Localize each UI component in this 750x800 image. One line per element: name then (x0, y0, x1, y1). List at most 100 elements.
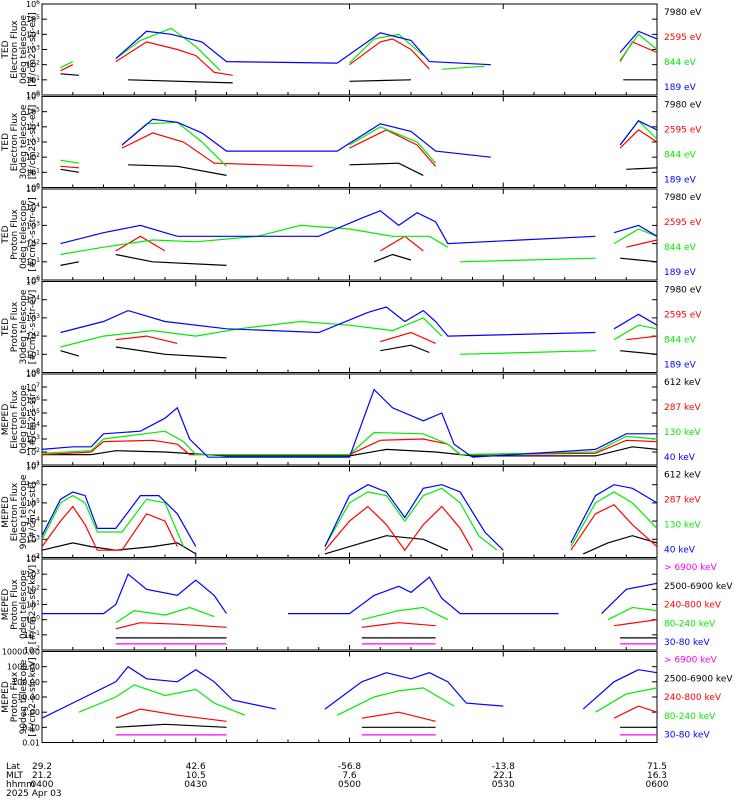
series-189-ev (115, 30, 658, 66)
legend-entry: 7980 eV (664, 286, 702, 296)
y-tick-label: 105 (26, 408, 40, 418)
series-line (613, 224, 658, 237)
y-axis-title-line: [#/cm2-s-str-eV] (28, 105, 38, 180)
series-line (613, 324, 658, 341)
y-tick-label: 105 (26, 14, 40, 24)
y-tick-label: 102 (26, 553, 40, 563)
legend-entry: 844 eV (664, 243, 697, 253)
panel-5: 101 102 103 104 105 106 107 108 MEPED Electron Fl… (1, 369, 701, 470)
panel-3: 100 101 102 103 104 105 TED Proton Flux 0deg tel… (1, 184, 702, 285)
y-axis-title-line: 90deg telescope (19, 474, 29, 549)
series-line (570, 503, 658, 551)
series-30-80-kev (41, 665, 658, 719)
x-tick-time: 0530 (492, 780, 515, 790)
series-line (115, 41, 233, 76)
y-axis-title-line: TED (1, 318, 11, 337)
y-axis-title-line: 0deg telescope (19, 385, 29, 455)
series-line (595, 687, 658, 713)
y-tick-label: 100 (26, 615, 40, 625)
y-axis-title-line: [#/cm2-s-str-eV] (28, 290, 38, 365)
y-tick-label: 10-1 (24, 630, 40, 640)
legend-entry: 2595 eV (664, 311, 702, 321)
y-tick-label: 103 (26, 45, 40, 55)
series-line (324, 484, 504, 551)
series-line (41, 494, 185, 547)
series-line (361, 711, 436, 722)
series-844-ev (60, 317, 658, 355)
y-tick-label: 104 (26, 421, 40, 431)
legend-entry: 189 eV (664, 361, 697, 371)
legend-entry: 2595 eV (664, 126, 702, 136)
panel-8: 0.01 0.10 1.00 10.00 100.00 1000.00 10000.00 ME… (1, 648, 733, 748)
series-line (115, 346, 227, 359)
legend-entry: 80-240 keV (664, 619, 716, 629)
series-189-ev (60, 210, 658, 245)
series-line (60, 224, 449, 256)
series-7980-ev (60, 344, 658, 359)
series-80-240-kev (115, 606, 658, 624)
y-tick-label: 107 (26, 462, 40, 472)
y-axis-title-line: Proton Flux (10, 579, 20, 630)
legend-entry: 2500-6900 keV (664, 674, 733, 684)
series-line (60, 261, 80, 266)
y-tick-label: 103 (26, 137, 40, 147)
series-line (128, 164, 227, 176)
series-612-kev (42, 446, 658, 457)
y-axis-title-line: Proton Flux (10, 301, 20, 352)
y-tick-label: 100 (26, 183, 40, 193)
series-line (619, 33, 658, 61)
y-tick-label: 103 (26, 569, 40, 579)
y-axis-title-line: 90deg telescope (19, 659, 29, 734)
series-line (115, 335, 178, 344)
y-axis-title-line: Proton Flux (10, 209, 20, 260)
series-line (570, 484, 658, 544)
series-40-kev (41, 388, 657, 458)
y-axis-title-line: 30deg telescope (19, 289, 29, 364)
series-line (619, 30, 658, 53)
series-line (601, 582, 658, 615)
series-line (41, 665, 276, 719)
series-line (121, 118, 491, 158)
series-844-ev (60, 27, 658, 72)
legend-entry: 7980 eV (664, 193, 702, 203)
series-line (115, 27, 221, 72)
plot-frame (41, 188, 658, 281)
y-tick-label: 101 (26, 349, 40, 359)
y-tick-label: 0.10 (22, 723, 40, 732)
y-axis-title-line: 0deg telescope (19, 200, 29, 270)
y-tick-label: 10.00 (17, 693, 40, 702)
lat-row-label: Lat (6, 762, 21, 772)
x-tick-lat: 42.6 (186, 762, 206, 772)
x-tick-time: 0600 (646, 780, 669, 790)
legend-entry: 612 keV (664, 471, 701, 481)
series-line (324, 672, 504, 710)
legend-entry: 189 eV (664, 268, 697, 278)
plot-frame (41, 651, 658, 743)
series-line (626, 167, 658, 170)
series-line (115, 253, 227, 266)
series-line (60, 317, 443, 348)
y-tick-label: 101 (26, 75, 40, 85)
legend-entry: 2595 eV (664, 218, 702, 228)
time-row-label: hhmm (6, 780, 35, 790)
series-130-kev (41, 487, 658, 551)
series-line (349, 129, 437, 167)
y-tick-label: 108 (26, 369, 40, 379)
x-tick-mlt: 16.3 (647, 771, 667, 781)
y-axis-title-line: TED (1, 225, 11, 244)
series-40-kev (41, 484, 658, 551)
y-axis-title-line: Electron Flux (10, 390, 20, 449)
legend-entry: 30-80 keV (664, 731, 710, 741)
series-line (373, 253, 412, 263)
legend-entry: 189 eV (664, 83, 697, 93)
series-line (336, 687, 455, 716)
series-line (324, 505, 474, 552)
panel-4: 100 101 102 103 104 105 TED Proton Flux 30deg te… (1, 277, 702, 378)
legend-entry: 80-240 keV (664, 712, 716, 722)
y-axis-title-line: 0deg telescope (19, 15, 29, 85)
y-tick-label: 100 (26, 90, 40, 100)
x-tick-mlt: 21.2 (32, 771, 52, 781)
series-line (41, 430, 658, 456)
series-line (613, 228, 658, 245)
series-line (349, 38, 430, 70)
